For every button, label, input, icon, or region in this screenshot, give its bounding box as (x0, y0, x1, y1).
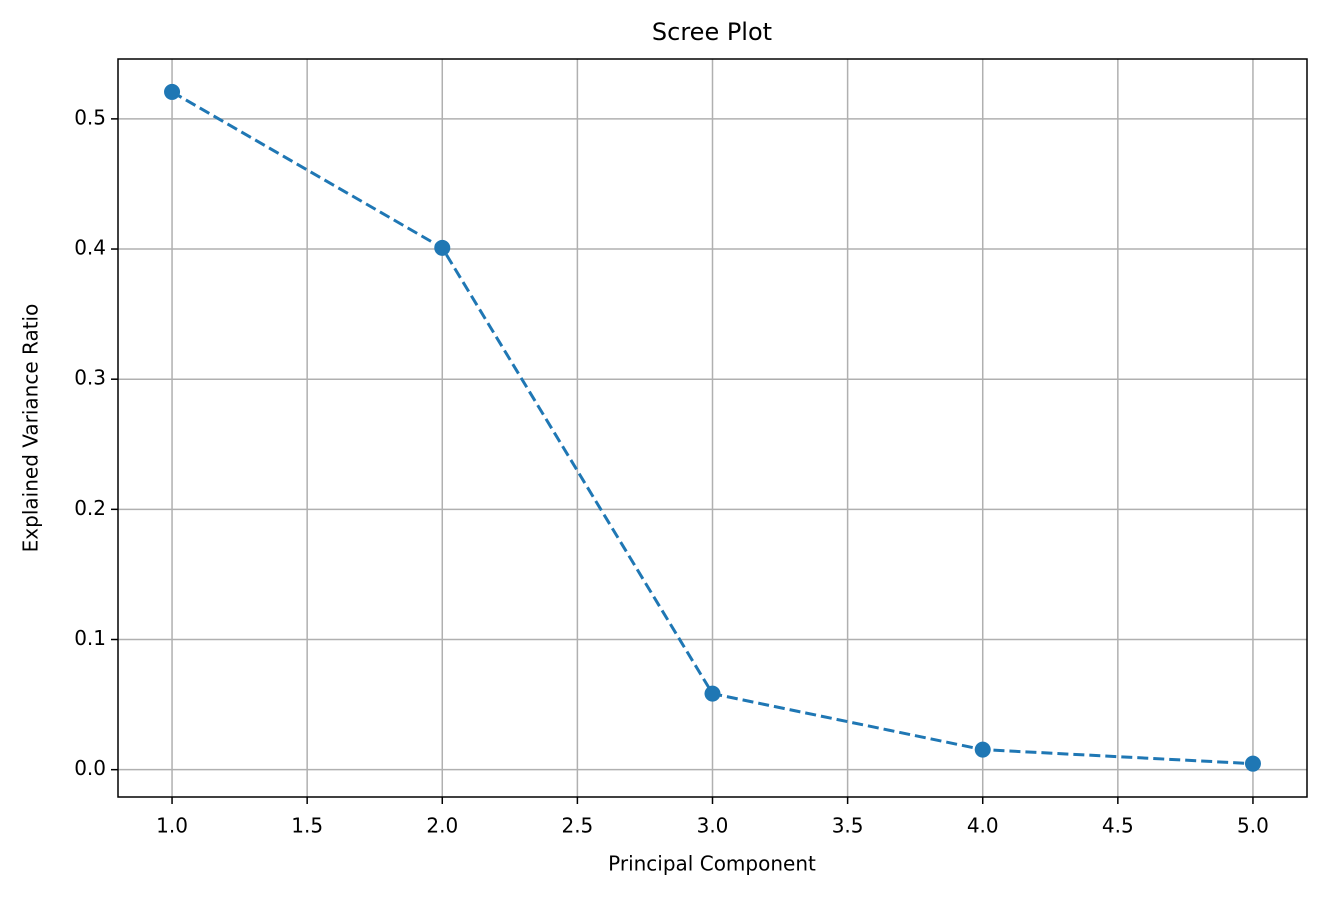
y-tick-label: 0.1 (74, 626, 106, 650)
x-tick-label: 2.0 (426, 814, 458, 838)
data-point (974, 741, 991, 758)
x-tick-label: 3.0 (697, 814, 729, 838)
x-tick-label: 4.0 (967, 814, 999, 838)
data-point (434, 239, 451, 256)
x-axis-label: Principal Component (608, 852, 816, 876)
data-point (1244, 755, 1261, 772)
y-tick-label: 0.0 (74, 756, 106, 780)
data-point (164, 83, 181, 100)
y-axis-label: Explained Variance Ratio (19, 304, 43, 553)
plot-frame (117, 58, 1308, 798)
x-tick-label: 1.5 (291, 814, 323, 838)
x-tick-label: 3.5 (832, 814, 864, 838)
x-tick-label: 1.0 (156, 814, 188, 838)
y-tick-label: 0.4 (74, 236, 106, 260)
x-tick-label: 2.5 (561, 814, 593, 838)
y-tick-label: 0.3 (74, 366, 106, 390)
x-tick-label: 5.0 (1237, 814, 1269, 838)
y-tick-label: 0.5 (74, 105, 106, 129)
y-tick-label: 0.2 (74, 496, 106, 520)
chart-title: Scree Plot (652, 18, 772, 46)
x-tick-label: 4.5 (1102, 814, 1134, 838)
data-point (704, 685, 721, 702)
